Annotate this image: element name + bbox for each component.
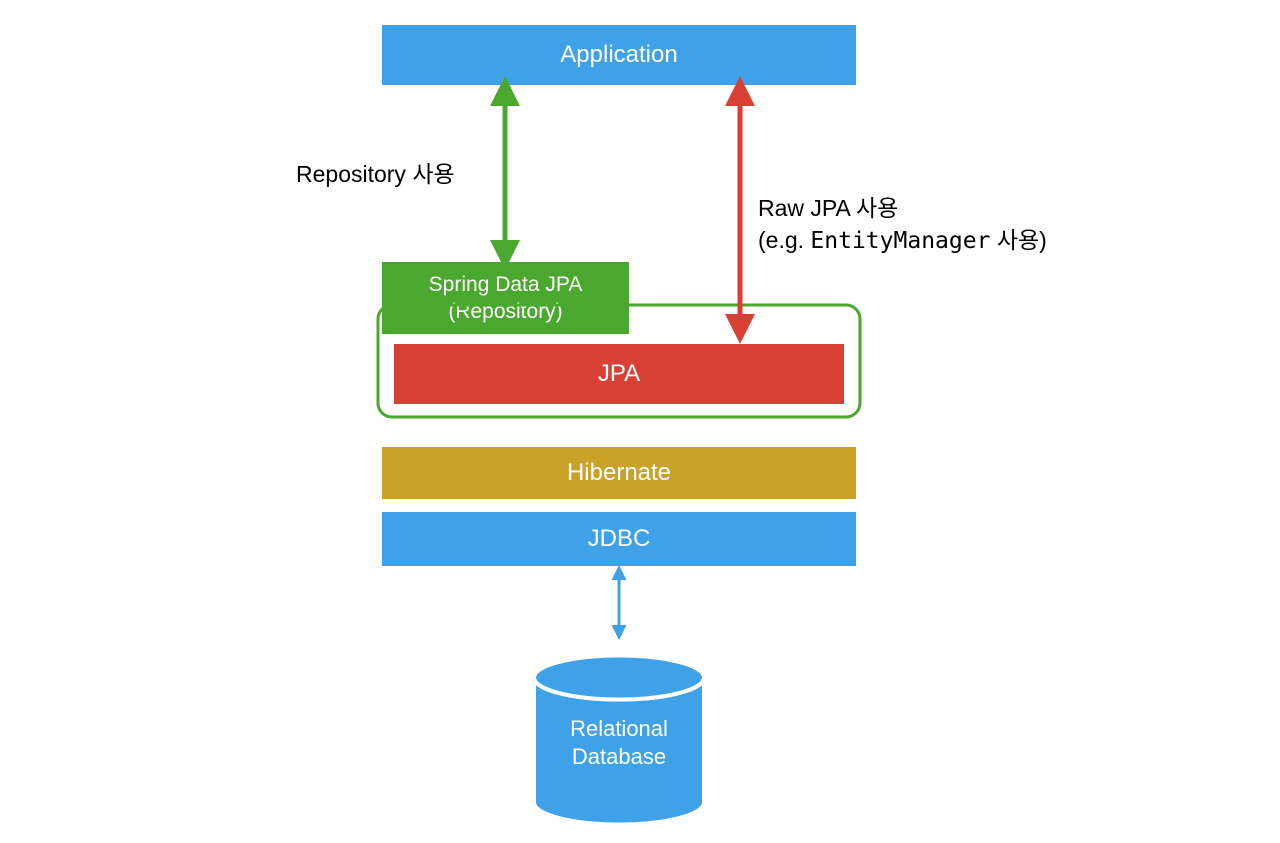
spring-data-jpa-label-2: (Repository) xyxy=(429,298,583,325)
jpa-label: JPA xyxy=(598,358,640,389)
database-cylinder: Relational Database xyxy=(534,656,704,825)
spring-data-jpa-label-1: Spring Data JPA xyxy=(429,271,583,298)
jdbc-label: JDBC xyxy=(588,523,651,554)
repository-use-label: Repository 사용 xyxy=(296,158,455,190)
database-label-1: Relational xyxy=(570,716,668,741)
application-box: Application xyxy=(382,25,856,85)
raw-jpa-prefix: (e.g. xyxy=(758,227,810,253)
raw-jpa-suffix: 사용) xyxy=(990,227,1046,253)
raw-jpa-label-line1: Raw JPA 사용 xyxy=(758,192,898,224)
diagram-svg: Relational Database xyxy=(0,0,1280,843)
jpa-box: JPA xyxy=(394,344,844,404)
raw-jpa-code: EntityManager xyxy=(810,228,990,254)
hibernate-box: Hibernate xyxy=(382,447,856,499)
hibernate-label: Hibernate xyxy=(567,457,671,488)
database-label-2: Database xyxy=(572,744,666,769)
jdbc-box: JDBC xyxy=(382,512,856,566)
spring-data-jpa-box: Spring Data JPA (Repository) xyxy=(382,262,629,334)
raw-jpa-label-line2: (e.g. EntityManager 사용) xyxy=(758,224,1047,257)
application-label: Application xyxy=(560,39,677,70)
